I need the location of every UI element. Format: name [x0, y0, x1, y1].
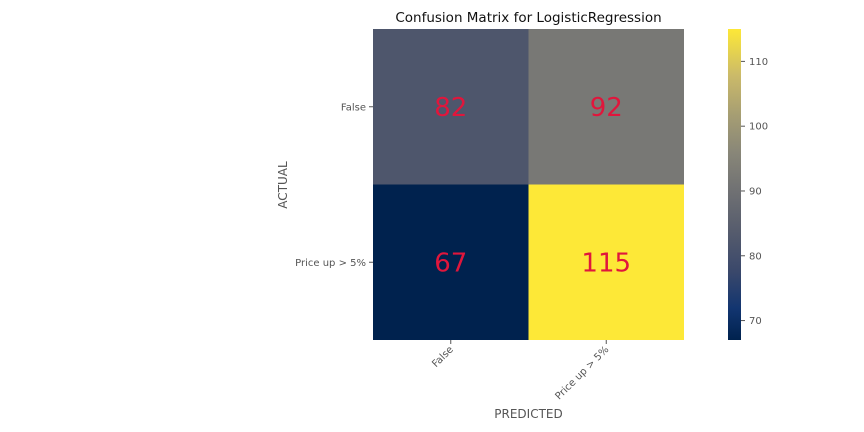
heatmap-cell-r1-c1 [528, 184, 684, 340]
chart-title: Confusion Matrix for LogisticRegression [395, 10, 661, 26]
cell-value-r1-c0: 67 [434, 248, 467, 278]
y-axis-label: ACTUAL [276, 161, 290, 209]
colorbar-ticks: 70 80 90 100 110 [741, 57, 768, 327]
x-tick-label-1: Price up > 5% [553, 344, 611, 402]
heatmap-cell-r0-c0 [373, 29, 529, 185]
colorbar-tick-label-1: 80 [749, 251, 762, 262]
heatmap-cell-labels: 82 92 67 115 [434, 93, 631, 279]
y-tick-label-1: Price up > 5% [295, 258, 366, 269]
colorbar-tick-label-3: 100 [749, 122, 768, 133]
heatmap-cells [373, 29, 684, 340]
y-axis-ticks: False Price up > 5% [295, 102, 373, 269]
x-axis-label: PREDICTED [494, 407, 562, 421]
colorbar-tick-label-4: 110 [749, 57, 768, 68]
y-tick-label-0: False [341, 102, 366, 113]
cell-value-r0-c0: 82 [434, 93, 467, 123]
cell-value-r0-c1: 92 [590, 93, 623, 123]
x-tick-label-0: False [430, 344, 456, 370]
colorbar [728, 29, 741, 340]
x-axis-ticks: False Price up > 5% [430, 340, 611, 402]
colorbar-tick-label-2: 90 [749, 186, 762, 197]
heatmap-cell-r1-c0 [373, 184, 529, 340]
colorbar-tick-label-0: 70 [749, 316, 762, 327]
cell-value-r1-c1: 115 [581, 248, 631, 278]
heatmap-cell-r0-c1 [528, 29, 684, 185]
